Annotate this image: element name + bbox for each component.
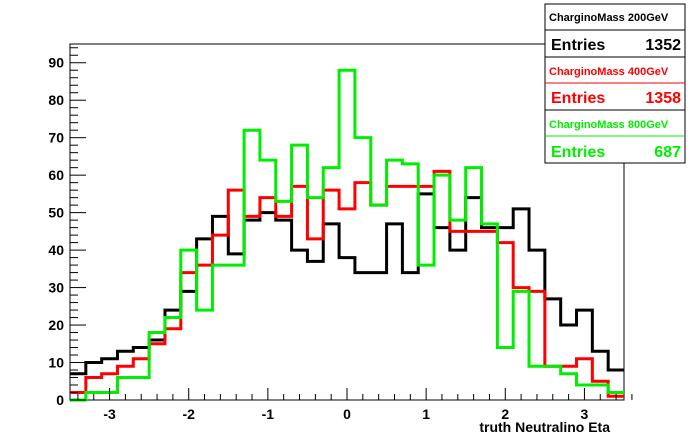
stats-entries-label-800gev: Entries	[551, 144, 605, 161]
stats-box-400gev: CharginoMass 400GeV Entries 1358	[544, 56, 686, 111]
y-tick-label: 80	[48, 92, 64, 108]
x-tick-label: -3	[103, 406, 116, 422]
y-tick-label: 50	[48, 205, 64, 221]
stats-entries-value-800gev: 687	[654, 144, 681, 161]
stats-title-400gev: CharginoMass 400GeV	[549, 66, 669, 78]
y-tick-label: 90	[48, 55, 64, 71]
stats-title-200gev: CharginoMass 200GeV	[549, 12, 669, 24]
y-tick-label: 70	[48, 130, 64, 146]
x-tick-label: -1	[262, 406, 275, 422]
series-layer	[70, 68, 624, 402]
y-tick-label: 40	[48, 242, 64, 258]
tick-label-layer: 0 10 20 30 40 50 60 70 80 90 -3 -2 -1 0 1 2 3	[48, 55, 588, 422]
axes-layer	[70, 47, 633, 401]
stats-box-800gev: CharginoMass 800GeV Entries 687	[544, 109, 686, 164]
stats-title-800gev: CharginoMass 800GeV	[549, 119, 669, 131]
x-axis-title: truth Neutralino Eta	[479, 419, 610, 435]
x-tick-label: -2	[182, 406, 195, 422]
stats-entries-value-400gev: 1358	[645, 90, 681, 107]
y-tick-label: 30	[48, 280, 64, 296]
x-tick-label: 3	[581, 406, 589, 422]
y-tick-label: 20	[48, 317, 64, 333]
stats-box-200gev: CharginoMass 200GeV Entries 1352	[544, 3, 686, 58]
series-line-charginomass-400gev	[70, 169, 624, 398]
x-tick-label: 0	[343, 406, 351, 422]
x-tick-label: 2	[501, 406, 509, 422]
stats-entries-value-200gev: 1352	[645, 37, 681, 54]
series-line-charginomass-800gev	[70, 68, 624, 402]
x-tick-label: 1	[422, 406, 430, 422]
y-tick-label: 10	[48, 355, 64, 371]
stats-entries-label-200gev: Entries	[551, 37, 605, 54]
series-line-charginomass-200gev	[70, 192, 624, 376]
stats-entries-label-400gev: Entries	[551, 90, 605, 107]
y-tick-label: 60	[48, 167, 64, 183]
y-tick-label: 0	[56, 392, 64, 408]
plot-frame	[69, 43, 625, 401]
